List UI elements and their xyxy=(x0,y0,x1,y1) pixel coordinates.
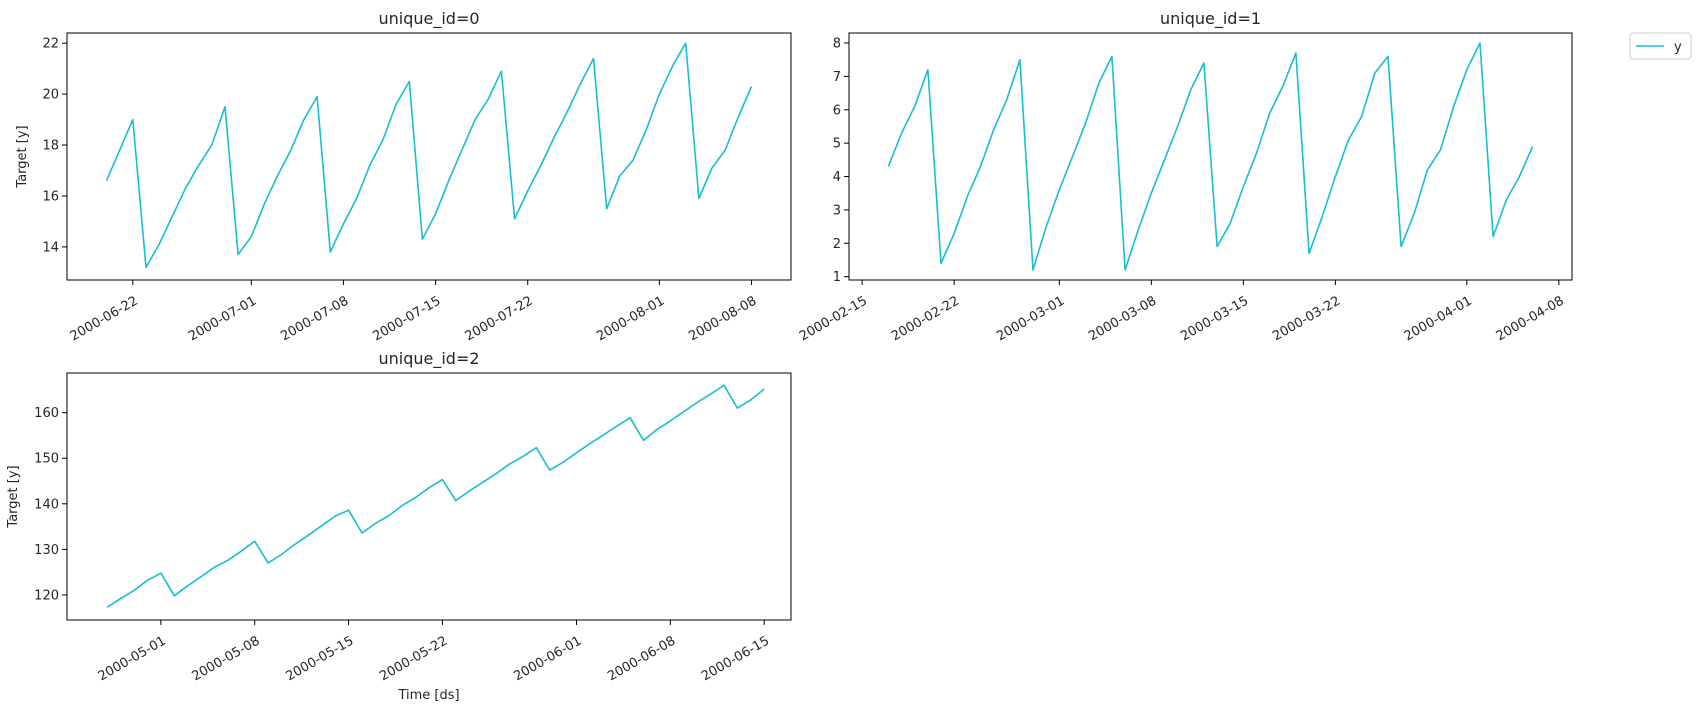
axes-frame xyxy=(66,32,792,281)
x-tick-label: 2000-07-15 xyxy=(370,294,443,345)
x-tick-label: 2000-06-15 xyxy=(699,634,772,685)
subplot-0: 14 16 18 20 22 2000-06-22 2000-07-01 2000-07-08… xyxy=(15,9,792,345)
x-tick-label: 2000-03-22 xyxy=(1270,294,1343,345)
x-tick-label: 2000-06-08 xyxy=(605,634,678,685)
y-tick-label: 120 xyxy=(34,588,59,603)
y-tick-label: 20 xyxy=(42,88,59,103)
x-tick-label: 2000-03-15 xyxy=(1178,294,1251,345)
x-tick-label: 2000-07-01 xyxy=(186,294,259,345)
x-tick-label: 2000-03-08 xyxy=(1086,294,1159,345)
x-tick-label: 2000-05-15 xyxy=(283,634,356,685)
legend-label: y xyxy=(1674,40,1682,55)
y-tick-label: 8 xyxy=(833,37,841,52)
x-tick-label: 2000-03-01 xyxy=(994,294,1067,345)
y-tick-label: 18 xyxy=(42,139,59,154)
x-tick-label: 2000-08-01 xyxy=(594,294,667,345)
y-tick-label: 3 xyxy=(833,203,841,218)
x-tick-label: 2000-02-15 xyxy=(797,294,870,345)
x-tick-label: 2000-06-22 xyxy=(68,294,141,345)
subplot-1: 1 2 3 4 5 6 7 8 2000-02-15 2000-02-22 2000-03-01 20… xyxy=(797,9,1573,345)
axes-frame xyxy=(66,372,792,621)
series-line-y xyxy=(106,384,765,608)
y-tick-label: 6 xyxy=(833,103,841,118)
y-tick-label: 4 xyxy=(833,170,841,185)
subplot-title: unique_id=1 xyxy=(1160,9,1261,29)
x-tick-label: 2000-05-22 xyxy=(377,634,450,685)
y-axis-label: Target [y] xyxy=(15,125,30,188)
subplot-title: unique_id=0 xyxy=(378,9,479,29)
x-tick-label: 2000-07-22 xyxy=(463,294,536,345)
x-tick-label: 2000-05-01 xyxy=(96,634,169,685)
axes-frame xyxy=(848,32,1573,281)
x-tick-label: 2000-02-22 xyxy=(889,294,962,345)
subplot-title: unique_id=2 xyxy=(378,349,479,369)
x-tick-label: 2000-04-01 xyxy=(1402,294,1475,345)
x-axis-label: Time [ds] xyxy=(397,688,459,703)
x-tick-label: 2000-07-08 xyxy=(278,294,351,345)
y-tick-label: 150 xyxy=(34,452,59,467)
y-tick-label: 2 xyxy=(833,237,841,252)
y-tick-label: 140 xyxy=(34,497,59,512)
y-tick-label: 5 xyxy=(833,137,841,152)
legend: y xyxy=(1629,32,1692,60)
y-tick-label: 1 xyxy=(833,270,841,285)
y-tick-label: 7 xyxy=(833,70,841,85)
x-tick-label: 2000-06-01 xyxy=(511,634,584,685)
x-tick-label: 2000-08-08 xyxy=(686,294,759,345)
y-tick-label: 160 xyxy=(34,406,59,421)
y-tick-label: 14 xyxy=(42,240,59,255)
y-tick-label: 130 xyxy=(34,543,59,558)
y-tick-label: 16 xyxy=(42,189,59,204)
y-axis-label: Target [y] xyxy=(6,465,21,528)
series-line-y xyxy=(105,42,753,269)
y-tick-label: 22 xyxy=(42,37,59,52)
subplot-2: 120 130 140 150 160 2000-05-01 2000-05-08 2000-… xyxy=(6,349,792,703)
x-tick-label: 2000-04-08 xyxy=(1494,294,1567,345)
series-line-y xyxy=(887,42,1534,271)
x-tick-label: 2000-05-08 xyxy=(190,634,263,685)
